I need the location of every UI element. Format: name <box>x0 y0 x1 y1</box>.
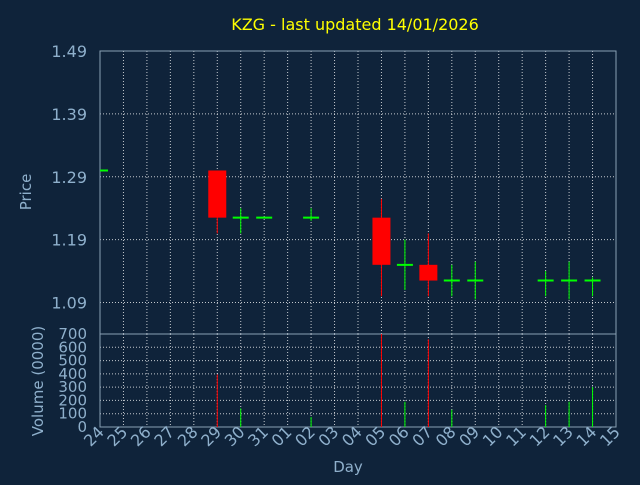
volume-frame <box>99 333 617 428</box>
volume-tick-label: 400 <box>58 365 87 383</box>
day-axis-label: Day <box>333 458 363 476</box>
price-tick-label: 1.49 <box>51 42 87 61</box>
volume-tick-label: 700 <box>58 325 87 343</box>
candle-body <box>372 217 391 265</box>
price-axis-label: Price <box>17 174 35 211</box>
day-axis: 2425262728293031010203040506070809101112… <box>80 422 624 450</box>
price-tick-label: 1.19 <box>51 231 87 250</box>
volume-tick-label: 200 <box>58 391 87 409</box>
volume-tick-label: 300 <box>58 378 87 396</box>
volume-axis-label: Volume (0000) <box>29 326 47 436</box>
volume-tick-label: 100 <box>58 405 87 423</box>
price-tick-label: 1.09 <box>51 294 87 313</box>
price-tick-label: 1.29 <box>51 168 87 187</box>
volume-tick-label: 600 <box>58 338 87 356</box>
candle-body <box>419 264 438 281</box>
volume-tick-label: 500 <box>58 352 87 370</box>
price-panel: 1.49 1.39 1.29 1.19 1.09 <box>51 42 617 335</box>
chart-title: KZG - last updated 14/01/2026 <box>231 15 479 34</box>
price-tick-label: 1.39 <box>51 105 87 124</box>
candle-body <box>208 170 227 218</box>
volume-tick-label: 0 <box>77 418 87 436</box>
